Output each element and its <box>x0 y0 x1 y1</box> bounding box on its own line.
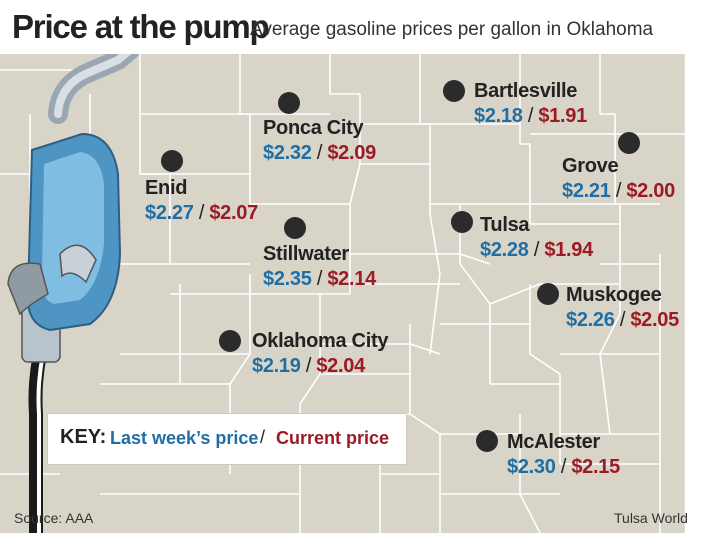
header: Price at the pump Average gasoline price… <box>0 0 708 54</box>
gas-pump-nozzle-icon <box>7 54 140 533</box>
city-name: Grove <box>562 155 619 177</box>
key-current-label: Current price <box>276 428 390 448</box>
key-label: KEY: <box>60 426 107 448</box>
current-price: $2.05 <box>630 309 679 331</box>
page-title: Price at the pump <box>12 8 270 45</box>
price-separator: / <box>619 309 626 331</box>
current-price: $1.91 <box>538 105 587 127</box>
city-label-grove: Grove $2.21 / $2.00 <box>562 155 675 203</box>
current-price: $2.15 <box>571 456 620 478</box>
city-label-muskogee: Muskogee $2.26 / $2.05 <box>566 284 679 332</box>
city-label-mcalester: McAlester $2.30 / $2.15 <box>507 431 620 479</box>
city-prices: $2.19 / $2.04 <box>252 355 388 378</box>
key-separator: / <box>260 427 266 447</box>
last-week-price: $2.18 <box>474 105 523 127</box>
city-prices: $2.18 / $1.91 <box>474 105 587 128</box>
last-week-price: $2.27 <box>145 202 194 224</box>
page-subtitle: Average gasoline prices per gallon in Ok… <box>250 19 654 40</box>
current-price: $2.07 <box>209 202 258 224</box>
city-prices: $2.35 / $2.14 <box>263 268 376 291</box>
city-name: McAlester <box>507 431 600 453</box>
city-prices: $2.28 / $1.94 <box>480 239 593 262</box>
city-marker-oklahoma-city <box>219 330 241 352</box>
city-marker-stillwater <box>284 217 306 239</box>
city-prices: $2.27 / $2.07 <box>145 202 258 225</box>
price-separator: / <box>615 180 622 202</box>
price-separator: / <box>533 239 540 261</box>
city-marker-mcalester <box>476 430 498 452</box>
city-label-tulsa: Tulsa $2.28 / $1.94 <box>480 214 593 262</box>
price-separator: / <box>198 202 205 224</box>
credit-note: Tulsa World <box>614 510 688 526</box>
price-separator: / <box>316 142 323 164</box>
city-marker-grove <box>618 132 640 154</box>
source-note: Source: AAA <box>14 510 94 526</box>
price-separator: / <box>560 456 567 478</box>
current-price: $2.09 <box>327 142 376 164</box>
last-week-price: $2.21 <box>562 180 611 202</box>
city-marker-ponca-city <box>278 92 300 114</box>
price-separator: / <box>527 105 534 127</box>
last-week-price: $2.35 <box>263 268 312 290</box>
city-name: Stillwater <box>263 243 349 265</box>
city-name: Bartlesville <box>474 80 578 102</box>
city-marker-enid <box>161 150 183 172</box>
city-prices: $2.30 / $2.15 <box>507 456 620 479</box>
current-price: $2.14 <box>327 268 376 290</box>
city-label-bartlesville: Bartlesville $2.18 / $1.91 <box>474 80 587 128</box>
current-price: $1.94 <box>544 239 593 261</box>
city-prices: $2.32 / $2.09 <box>263 142 376 165</box>
city-marker-tulsa <box>451 211 473 233</box>
city-prices: $2.26 / $2.05 <box>566 309 679 332</box>
county-borders <box>0 54 708 533</box>
city-name: Oklahoma City <box>252 330 389 352</box>
price-key-legend: KEY: Last week’s price / Current price <box>48 414 406 464</box>
city-label-stillwater: Stillwater $2.35 / $2.14 <box>263 243 376 291</box>
price-separator: / <box>316 268 323 290</box>
city-marker-bartlesville <box>443 80 465 102</box>
city-name: Ponca City <box>263 117 364 139</box>
last-week-price: $2.26 <box>566 309 615 331</box>
city-marker-muskogee <box>537 283 559 305</box>
city-name: Muskogee <box>566 284 662 306</box>
current-price: $2.04 <box>316 355 365 377</box>
current-price: $2.00 <box>626 180 675 202</box>
price-separator: / <box>305 355 312 377</box>
key-last-week-label: Last week’s price <box>110 428 259 448</box>
city-label-oklahoma-city: Oklahoma City $2.19 / $2.04 <box>252 330 388 378</box>
last-week-price: $2.28 <box>480 239 529 261</box>
last-week-price: $2.32 <box>263 142 312 164</box>
city-label-enid: Enid $2.27 / $2.07 <box>145 177 258 225</box>
city-prices: $2.21 / $2.00 <box>562 180 675 203</box>
last-week-price: $2.19 <box>252 355 301 377</box>
city-name: Tulsa <box>480 214 530 236</box>
city-label-ponca-city: Ponca City $2.32 / $2.09 <box>263 117 376 165</box>
last-week-price: $2.30 <box>507 456 556 478</box>
city-name: Enid <box>145 177 188 199</box>
